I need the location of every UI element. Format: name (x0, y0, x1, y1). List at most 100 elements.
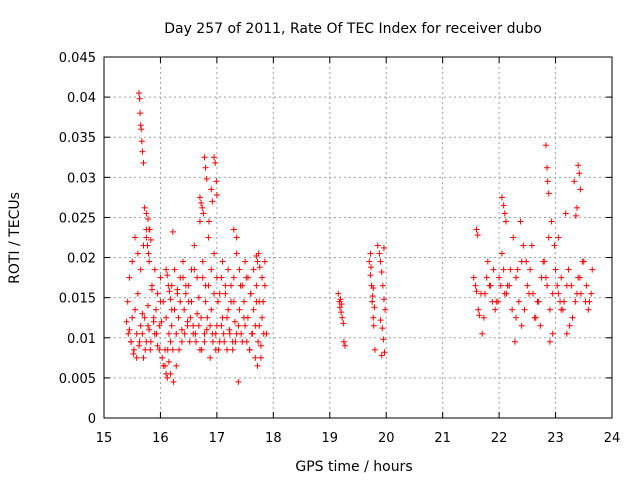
data-point (147, 338, 154, 345)
data-point (545, 234, 552, 241)
data-point (257, 354, 264, 361)
data-point (165, 358, 172, 365)
data-point (376, 250, 383, 257)
x-tick-label: 24 (604, 431, 621, 446)
data-point (483, 274, 490, 281)
data-point (132, 234, 139, 241)
data-point (369, 293, 376, 300)
data-point (167, 338, 174, 345)
data-point (129, 258, 136, 265)
data-point (340, 320, 347, 327)
data-point (143, 234, 150, 241)
data-point (507, 266, 514, 273)
plot-frame (103, 56, 613, 419)
data-point (169, 346, 176, 353)
data-point (211, 154, 218, 161)
data-point (226, 326, 233, 333)
data-point (500, 202, 507, 209)
data-point (494, 298, 501, 305)
data-point (164, 374, 171, 381)
data-point (497, 282, 504, 289)
data-point (145, 250, 152, 257)
data-point (528, 242, 535, 249)
y-tick-label: 0 (88, 412, 96, 427)
y-tick-label: 0.015 (59, 292, 96, 307)
data-point (474, 232, 481, 239)
data-point (370, 314, 377, 321)
data-point (254, 362, 261, 369)
data-point (137, 266, 144, 273)
data-point (218, 322, 225, 329)
data-point (531, 314, 538, 321)
data-point (369, 298, 376, 305)
data-point (180, 258, 187, 265)
data-point (228, 298, 234, 305)
data-point (134, 250, 141, 257)
data-point (224, 346, 231, 353)
data-point (156, 346, 163, 353)
data-point (163, 314, 170, 321)
data-point (208, 186, 215, 193)
data-point (152, 306, 159, 313)
data-point (380, 296, 387, 303)
y-tick-label: 0.02 (67, 252, 96, 267)
data-point (205, 234, 212, 241)
data-point (524, 282, 531, 289)
data-point (136, 338, 143, 345)
data-point (130, 350, 137, 357)
x-tick-label: 22 (491, 431, 508, 446)
data-point (150, 314, 157, 321)
data-point (124, 298, 131, 305)
data-point (544, 178, 551, 185)
data-point (501, 210, 508, 217)
data-point (511, 338, 518, 345)
chart-title: Day 257 of 2011, Rate Of TEC Index for r… (164, 21, 542, 37)
data-point (502, 218, 509, 225)
data-point (250, 306, 257, 313)
data-point (551, 242, 558, 249)
data-point (201, 338, 208, 345)
data-point (159, 354, 166, 361)
data-point (523, 258, 530, 265)
data-point (244, 274, 251, 281)
data-point (203, 326, 210, 333)
data-point (588, 290, 595, 297)
data-point (194, 310, 201, 317)
data-point (132, 306, 139, 313)
data-point (222, 290, 229, 297)
data-point (186, 338, 193, 345)
data-point (371, 304, 378, 311)
data-point (534, 298, 541, 305)
data-point (166, 288, 173, 295)
data-point (518, 322, 525, 329)
data-point (199, 274, 206, 281)
data-point (500, 266, 507, 273)
y-tick-label: 0.03 (67, 171, 96, 186)
data-point (198, 200, 205, 207)
data-point (582, 298, 589, 305)
data-point (187, 314, 194, 321)
data-point (138, 126, 145, 133)
data-point (542, 274, 549, 281)
data-point (147, 236, 154, 243)
data-point (140, 159, 147, 166)
data-point (168, 322, 175, 329)
data-point (126, 274, 133, 281)
data-point (513, 314, 520, 321)
data-point (480, 314, 487, 321)
data-point (478, 290, 485, 297)
data-point (257, 342, 264, 349)
data-point (216, 290, 223, 297)
data-point (563, 330, 570, 337)
data-point (169, 228, 176, 235)
data-point (253, 282, 260, 289)
data-point (382, 306, 389, 313)
data-point (240, 314, 247, 321)
data-point (520, 242, 527, 249)
y-tick-label: 0.025 (59, 211, 96, 226)
data-point (133, 354, 140, 361)
data-point (176, 346, 183, 353)
data-point (576, 274, 583, 281)
data-point (178, 326, 185, 333)
data-point (154, 290, 161, 297)
